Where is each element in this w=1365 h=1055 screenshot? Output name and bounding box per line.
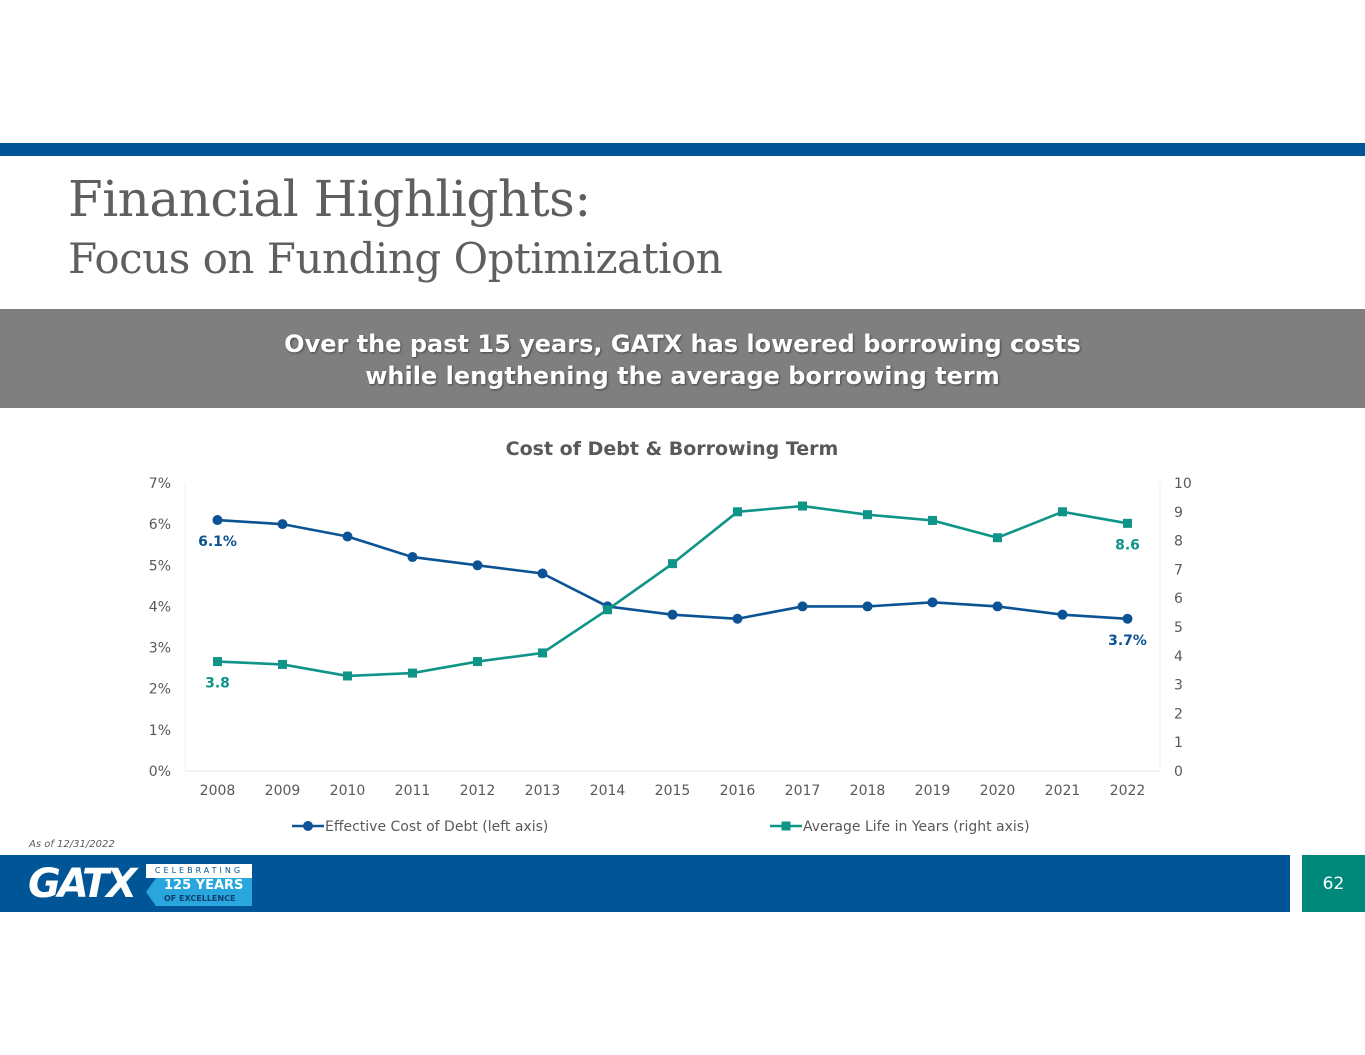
badge-arrow-shape — [146, 878, 156, 906]
cost-of-debt-point — [407, 552, 418, 563]
x-tick-label: 2011 — [395, 783, 431, 799]
logo-wordmark: GATX — [28, 861, 137, 907]
y-right-tick-label: 8 — [1174, 534, 1183, 550]
legend-label-average-life: Average Life in Years (right axis) — [803, 819, 1030, 835]
y-left-tick-label: 2% — [149, 682, 171, 698]
average-life-point — [798, 501, 807, 511]
cost-of-debt-point — [537, 568, 548, 579]
cost-of-debt-point — [667, 609, 678, 620]
average-life-point — [668, 559, 677, 569]
x-tick-label: 2020 — [980, 783, 1016, 799]
average-life-point — [993, 533, 1002, 543]
y-left-tick-label: 1% — [149, 723, 171, 739]
x-tick-label: 2022 — [1110, 783, 1146, 799]
average-life-point — [733, 507, 742, 517]
series-line-average-life — [217, 504, 1128, 678]
y-left-tick-label: 7% — [149, 476, 171, 492]
cost-of-debt-point — [277, 519, 288, 530]
debt-first-data-label: 6.1% — [198, 534, 237, 550]
x-tick-label: 2008 — [200, 783, 236, 799]
y-left-tick-label: 3% — [149, 641, 171, 657]
x-tick-label: 2018 — [850, 783, 886, 799]
x-tick-label: 2016 — [720, 783, 756, 799]
legend-label-cost-of-debt: Effective Cost of Debt (left axis) — [325, 819, 548, 835]
y-left-tick-label: 5% — [149, 558, 171, 574]
y-left-tick-label: 0% — [149, 764, 171, 780]
cost-of-debt-point — [797, 601, 808, 612]
average-life-point — [1123, 518, 1132, 528]
x-tick-label: 2010 — [330, 783, 366, 799]
average-life-point — [213, 657, 222, 667]
top-accent-bar — [0, 143, 1365, 156]
y-left-tick-label: 4% — [149, 599, 171, 615]
page-number: 62 — [1302, 855, 1365, 912]
cost-of-debt-point — [342, 531, 353, 542]
average-life-point — [538, 648, 547, 658]
cost-of-debt-point — [927, 597, 938, 608]
average-life-point — [603, 605, 612, 615]
y-right-tick-label: 6 — [1174, 591, 1183, 607]
debt-last-data-label: 3.7% — [1108, 633, 1147, 649]
cost-of-debt-point — [992, 601, 1003, 612]
x-tick-label: 2015 — [655, 783, 691, 799]
headline-banner: Over the past 15 years, GATX has lowered… — [0, 309, 1365, 408]
x-tick-label: 2012 — [460, 783, 496, 799]
average-life-point — [1058, 507, 1067, 517]
banner-line-1: Over the past 15 years, GATX has lowered… — [284, 330, 1081, 358]
cost-of-debt-point — [472, 560, 483, 571]
cost-of-debt-point — [1057, 609, 1068, 620]
x-tick-label: 2014 — [590, 783, 626, 799]
y-right-tick-label: 9 — [1174, 505, 1183, 521]
x-tick-label: 2021 — [1045, 783, 1081, 799]
x-tick-label: 2019 — [915, 783, 951, 799]
page-title: Financial Highlights: — [68, 170, 591, 228]
anniversary-badge: CELEBRATING 125 YEARS OF EXCELLENCE — [146, 864, 252, 906]
badge-excellence: OF EXCELLENCE — [164, 894, 236, 903]
y-right-tick-label: 10 — [1174, 476, 1192, 492]
average-life-point — [278, 659, 287, 669]
y-right-tick-label: 4 — [1174, 649, 1183, 665]
chart-title: Cost of Debt & Borrowing Term — [506, 438, 839, 460]
y-right-tick-label: 3 — [1174, 678, 1183, 694]
life-last-data-label: 8.6 — [1115, 537, 1140, 553]
cost-of-debt-point — [732, 613, 743, 624]
average-life-point — [928, 515, 937, 525]
page-subtitle: Focus on Funding Optimization — [68, 234, 723, 283]
cost-of-debt-point — [862, 601, 873, 612]
x-tick-label: 2009 — [265, 783, 301, 799]
average-life-point — [408, 668, 417, 678]
gatx-logo: GATX CELEBRATING 125 YEARS OF EXCELLENCE — [28, 862, 258, 907]
life-first-data-label: 3.8 — [205, 676, 230, 692]
x-tick-label: 2013 — [525, 783, 561, 799]
x-tick-label: 2017 — [785, 783, 821, 799]
legend-marker-square — [781, 821, 791, 831]
legend-marker-circle — [303, 821, 313, 831]
y-right-tick-label: 2 — [1174, 706, 1183, 722]
badge-years: 125 YEARS — [164, 878, 244, 893]
y-right-tick-label: 5 — [1174, 620, 1183, 636]
y-right-tick-label: 1 — [1174, 735, 1183, 751]
average-life-point — [863, 510, 872, 520]
footnote: As of 12/31/2022 — [29, 839, 115, 850]
y-right-tick-label: 7 — [1174, 562, 1183, 578]
cost-of-debt-point — [212, 515, 223, 526]
cost-of-debt-chart: Cost of Debt & Borrowing Term 0% 1% 2% 3% 4% 5… — [149, 438, 1192, 835]
banner-line-2: while lengthening the average borrowing … — [365, 362, 1000, 390]
badge-years-block: 125 YEARS OF EXCELLENCE — [156, 878, 252, 906]
average-life-point — [473, 657, 482, 667]
y-left-tick-label: 6% — [149, 517, 171, 533]
average-life-point — [343, 671, 352, 681]
cost-of-debt-point — [1122, 613, 1133, 624]
badge-celebrating: CELEBRATING — [146, 864, 252, 878]
y-right-tick-label: 0 — [1174, 764, 1183, 780]
